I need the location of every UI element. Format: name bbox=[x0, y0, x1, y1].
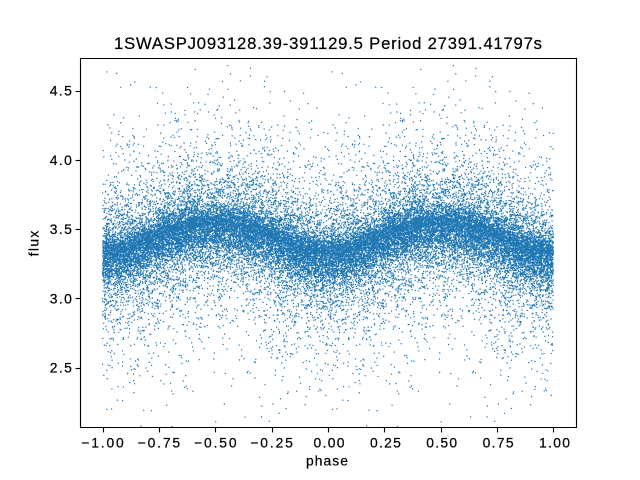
svg-text:3.0: 3.0 bbox=[50, 290, 72, 306]
svg-text:−1.00: −1.00 bbox=[81, 435, 124, 451]
svg-text:−0.75: −0.75 bbox=[138, 435, 181, 451]
svg-text:2.5: 2.5 bbox=[50, 360, 72, 376]
svg-text:−0.50: −0.50 bbox=[194, 435, 237, 451]
svg-text:1SWASPJ093128.39-391129.5 Peri: 1SWASPJ093128.39-391129.5 Period 27391.4… bbox=[114, 34, 542, 53]
svg-text:0.25: 0.25 bbox=[370, 435, 401, 451]
svg-text:1.00: 1.00 bbox=[539, 435, 570, 451]
svg-text:0.75: 0.75 bbox=[483, 435, 514, 451]
svg-text:0.00: 0.00 bbox=[314, 435, 345, 451]
svg-text:0.50: 0.50 bbox=[426, 435, 457, 451]
svg-text:phase: phase bbox=[306, 453, 348, 469]
svg-text:3.5: 3.5 bbox=[50, 221, 72, 237]
svg-text:4.0: 4.0 bbox=[50, 152, 72, 168]
svg-text:−0.25: −0.25 bbox=[250, 435, 293, 451]
svg-text:flux: flux bbox=[26, 231, 42, 257]
svg-text:4.5: 4.5 bbox=[50, 83, 72, 99]
